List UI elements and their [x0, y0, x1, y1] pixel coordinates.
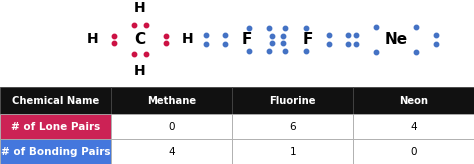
- Bar: [353, 139, 474, 164]
- Text: H: H: [134, 1, 146, 15]
- Bar: [232, 114, 353, 139]
- Text: 0: 0: [169, 122, 175, 132]
- Bar: [232, 87, 353, 114]
- Bar: [0, 87, 111, 114]
- Text: Methane: Methane: [147, 96, 196, 106]
- Bar: [353, 87, 474, 114]
- Bar: [0, 114, 111, 139]
- Text: Ne: Ne: [384, 32, 407, 47]
- Text: F: F: [241, 32, 252, 47]
- Text: 1: 1: [290, 147, 296, 157]
- Bar: [232, 139, 353, 164]
- Text: Chemical Name: Chemical Name: [12, 96, 100, 106]
- Text: F: F: [303, 32, 313, 47]
- Text: 0: 0: [410, 147, 417, 157]
- Text: 4: 4: [169, 147, 175, 157]
- Text: Fluorine: Fluorine: [269, 96, 316, 106]
- Bar: [111, 87, 232, 114]
- Text: # of Bonding Pairs: # of Bonding Pairs: [1, 147, 110, 157]
- Bar: [353, 114, 474, 139]
- Text: C: C: [134, 32, 146, 47]
- Text: 4: 4: [410, 122, 417, 132]
- Bar: [111, 114, 232, 139]
- Text: # of Lone Pairs: # of Lone Pairs: [11, 122, 100, 132]
- Text: H: H: [182, 32, 193, 46]
- Text: H: H: [87, 32, 98, 46]
- Bar: [0, 139, 111, 164]
- Bar: [111, 139, 232, 164]
- Text: Neon: Neon: [399, 96, 428, 106]
- Text: H: H: [134, 64, 146, 78]
- Text: 6: 6: [290, 122, 296, 132]
